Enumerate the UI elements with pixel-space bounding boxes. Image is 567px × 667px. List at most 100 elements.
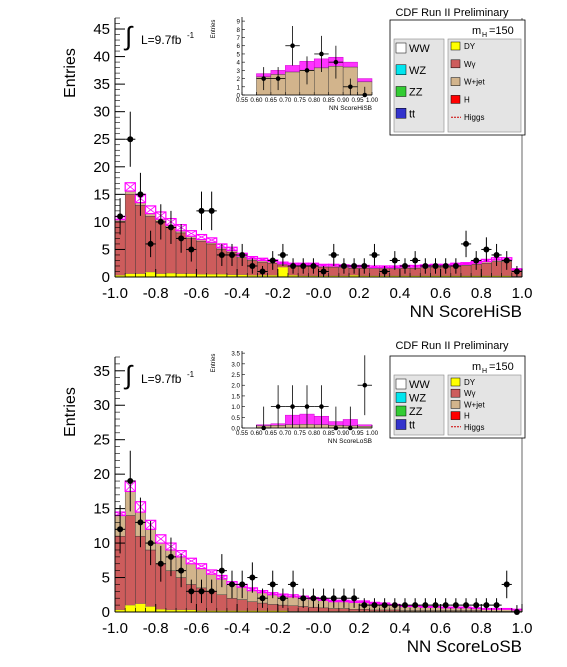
inset-y-tick-label: 0.5 [231, 415, 240, 422]
y-tick-label: 15 [93, 186, 110, 203]
inset-y-tick-label: 2 [237, 76, 241, 83]
legend-label: DY [464, 378, 476, 387]
inset-x-tick-label: 0.65 [265, 430, 278, 437]
inset-x-tick-label: 0.70 [279, 430, 292, 437]
bar [481, 263, 492, 278]
x-tick-label: -0.4 [224, 620, 250, 637]
bar [195, 233, 208, 241]
data-point [361, 262, 368, 269]
inset-bar-higgs [357, 78, 373, 83]
bar [144, 205, 157, 215]
inset-y-tick-label: 1.5 [231, 393, 240, 400]
data-point [269, 257, 276, 264]
data-point [188, 246, 195, 253]
x-tick-label: 0.8 [471, 285, 492, 302]
inset-data-point [319, 404, 324, 409]
legend-label: WW [409, 43, 430, 55]
bar-hatch [206, 569, 217, 575]
inset-x-axis-title: NN ScoreLoSB [328, 438, 372, 445]
data-point [503, 581, 510, 588]
bar-hatch [175, 550, 187, 558]
legend-label: tt [409, 420, 415, 432]
x-tick-label: -0.0 [306, 620, 332, 637]
y-tick-label: 0 [102, 269, 110, 286]
inset-x-tick-label: 0.55 [236, 97, 249, 104]
inset-x-tick-label: 0.60 [250, 430, 263, 437]
data-point [493, 602, 500, 609]
data-point [279, 595, 286, 602]
x-ticks: -1.0 -0.8 -0.6 -0.4 -0.2 -0.0 0.2 0.4 0.6 0.8 1.0 [102, 604, 532, 637]
bar [247, 601, 258, 613]
data-point [198, 588, 205, 595]
x-tick-label: -0.2 [265, 620, 291, 637]
lumi-label: L=9.7fb [141, 372, 182, 386]
data-point [473, 257, 480, 264]
bar-hatch [186, 230, 197, 237]
inset: 0.55 0.60 0.65 0.70 0.75 0.80 0.85 0.90 0.95 1.00… [211, 17, 379, 112]
data-point [239, 251, 246, 258]
run-label: CDF Run II Preliminary [395, 340, 509, 352]
inset-y-tick-label: 7 [237, 35, 241, 42]
x-tick-label: -0.6 [183, 285, 209, 302]
inset-y-tick-label: 3 [237, 68, 241, 75]
inset-x-tick-label: 0.80 [308, 97, 321, 104]
chart-panel: -1.0 -0.8 -0.6 -0.4 -0.2 -0.0 0.2 0.4 0.6 0.8 1.00… [62, 7, 532, 321]
x-tick-label: -0.8 [143, 620, 169, 637]
data-point [513, 268, 520, 275]
bar-hatch [186, 557, 197, 565]
bar-hatch [145, 205, 156, 214]
inset-data-point [304, 404, 310, 409]
inset-bar-higgs [357, 424, 373, 427]
inset-data-point [275, 404, 281, 409]
inset-y-tick-label: 0 [237, 93, 241, 100]
lumi-label: L=9.7fb [141, 33, 182, 47]
data-point [340, 595, 347, 602]
data-point [432, 262, 439, 269]
inset-y-tick-label: 5 [237, 51, 241, 58]
integral-symbol: ∫ [123, 21, 134, 51]
data-point [330, 251, 337, 258]
bar [124, 515, 136, 613]
data-point [208, 588, 215, 595]
data-point [391, 257, 398, 264]
y-tick-label: 10 [93, 535, 110, 552]
y-tick-label: 0 [102, 604, 110, 621]
data-point [157, 218, 164, 225]
inset: 0.55 0.60 0.65 0.70 0.75 0.80 0.85 0.90 0.95 1.00… [211, 351, 379, 445]
bar [460, 265, 472, 278]
x-tick-label: 0.4 [389, 620, 410, 637]
data-point [371, 602, 378, 609]
legend-swatch [395, 42, 407, 54]
legend-swatch [395, 86, 407, 97]
inset-x-axis-title: NN ScoreHiSB [329, 105, 372, 112]
bar [287, 605, 299, 613]
data-point [178, 235, 185, 242]
y-tick-label: 5 [102, 241, 110, 258]
y-tick-label: 40 [93, 49, 110, 66]
y-tick-label: 25 [93, 131, 110, 148]
data-point [412, 602, 419, 609]
data-point [463, 602, 470, 609]
data-point [381, 602, 388, 609]
data-point [381, 268, 388, 275]
lumi-superscript: -1 [187, 31, 195, 40]
bar [165, 570, 177, 613]
data-point [422, 602, 429, 609]
data-point [249, 574, 256, 581]
mass-label: m [472, 361, 481, 373]
data-point [147, 240, 154, 247]
bar [135, 205, 146, 278]
bar [145, 271, 156, 278]
legend-swatch [395, 419, 407, 430]
inset-y-tick-label: 1 [237, 84, 241, 91]
data-point [483, 602, 490, 609]
inset-y-tick-label: 8 [237, 27, 241, 34]
legend-swatch [450, 95, 461, 104]
y-tick-label: 35 [93, 76, 110, 93]
bar-hatch [460, 262, 472, 265]
inset-y-tick-label: 9 [237, 19, 241, 26]
data-point [401, 262, 408, 269]
inset-y-tick-label: 1.0 [231, 404, 240, 411]
data-point [259, 595, 266, 602]
